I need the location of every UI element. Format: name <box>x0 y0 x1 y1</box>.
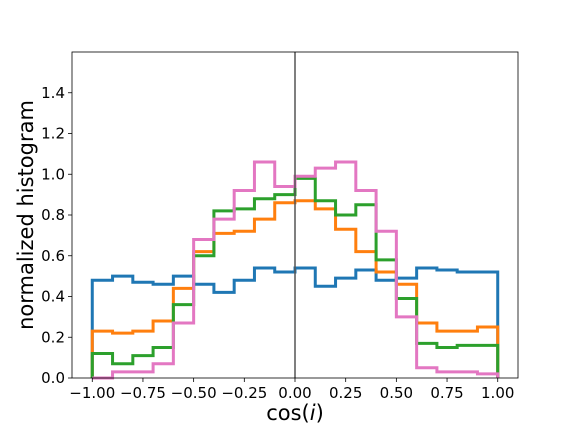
x-tick-label: 0.75 <box>430 384 463 402</box>
y-tick-label: 0.8 <box>41 206 65 224</box>
x-tick-label: 1.00 <box>481 384 514 402</box>
x-tick-label: −0.50 <box>171 384 217 402</box>
x-tick-label: 0.25 <box>329 384 362 402</box>
y-tick-label: 1.0 <box>41 165 65 183</box>
x-tick-label: 0.50 <box>380 384 413 402</box>
x-tick-label: −0.75 <box>120 384 166 402</box>
y-tick-label: 1.4 <box>41 84 65 102</box>
x-tick-label: −0.25 <box>221 384 267 402</box>
y-tick-label: 0.2 <box>41 328 65 346</box>
y-axis-label: normalized histogram <box>14 100 38 330</box>
y-tick-label: 1.2 <box>41 125 65 143</box>
x-tick-label: 0.00 <box>278 384 311 402</box>
y-tick-label: 0.4 <box>41 288 65 306</box>
x-tick-label: −1.00 <box>69 384 115 402</box>
y-tick-label: 0.0 <box>41 369 65 387</box>
x-axis-ticks: −1.00 −0.75 −0.50 −0.25 0.00 0.25 0.50 0.75 1.00 <box>69 378 514 402</box>
x-axis-label: cos(i) <box>266 401 324 425</box>
y-axis-ticks: 0.0 0.2 0.4 0.6 0.8 1.0 1.2 1.4 <box>41 84 72 387</box>
y-tick-label: 0.6 <box>41 247 65 265</box>
